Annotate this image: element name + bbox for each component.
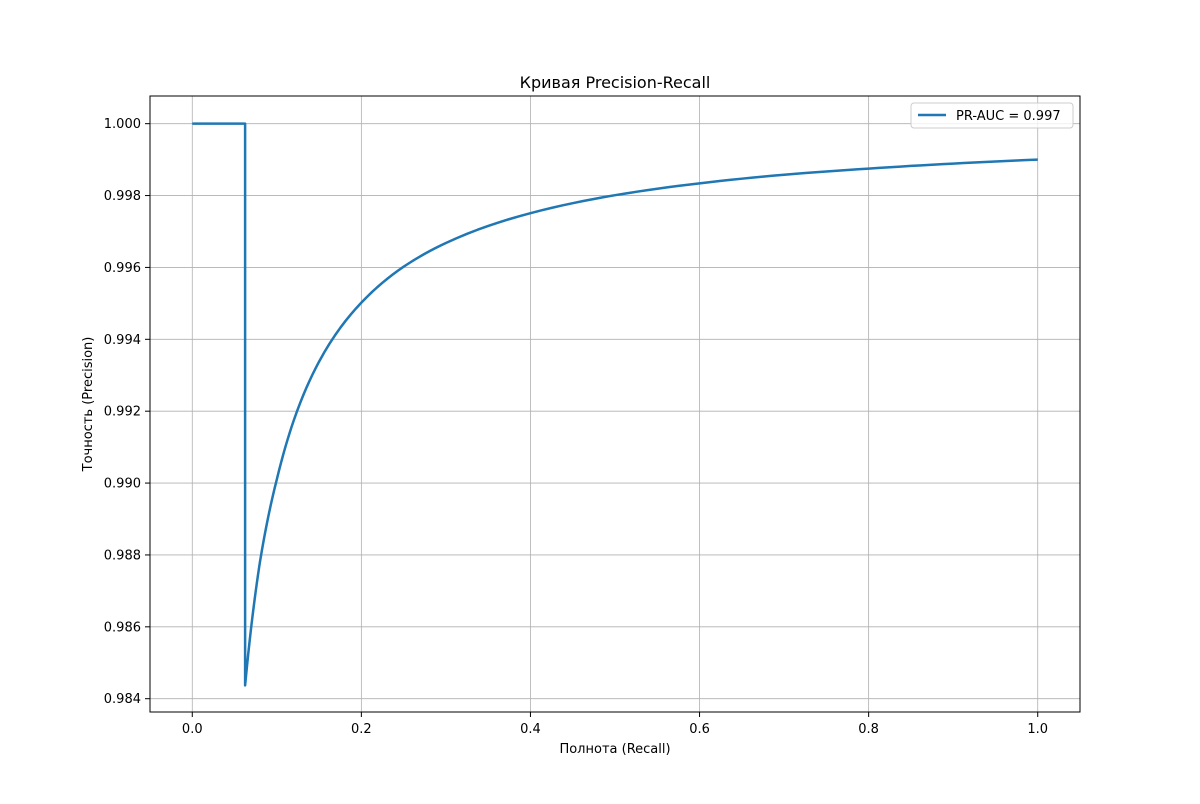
y-tick-label: 0.988	[104, 548, 141, 563]
x-tick-label: 0.8	[858, 722, 879, 737]
y-tick-label: 0.992	[104, 405, 141, 420]
y-tick-label: 0.984	[104, 692, 141, 707]
x-tick-label: 0.2	[351, 722, 372, 737]
y-tick-label: 0.996	[104, 261, 141, 276]
legend: PR-AUC = 0.997	[910, 102, 1074, 129]
x-tick-label: 0.6	[689, 722, 710, 737]
y-axis: 0.984 0.986 0.988 0.990 0.992 0.994 0.996 0.998…	[104, 117, 150, 707]
x-tick-label: 0.4	[520, 722, 541, 737]
x-tick-label: 1.0	[1027, 722, 1048, 737]
x-axis-label: Полнота (Recall)	[559, 742, 670, 757]
y-tick-label: 0.994	[104, 333, 141, 348]
y-axis-label: Точность (Precision)	[81, 337, 96, 473]
x-tick-label: 0.0	[182, 722, 203, 737]
legend-box	[910, 102, 1074, 129]
y-tick-label: 0.998	[104, 189, 141, 204]
chart-title: Кривая Precision-Recall	[520, 73, 711, 92]
series-layer	[192, 122, 1038, 687]
y-tick-label: 1.000	[104, 117, 141, 132]
series-line-pr-curve	[192, 122, 1038, 687]
y-tick-label: 0.986	[104, 620, 141, 635]
x-axis: 0.0 0.2 0.4 0.6 0.8 1.0	[182, 712, 1048, 737]
axes-frame	[149, 95, 1081, 713]
y-tick-label: 0.990	[104, 477, 141, 492]
legend-label: PR-AUC = 0.997	[956, 109, 1061, 124]
